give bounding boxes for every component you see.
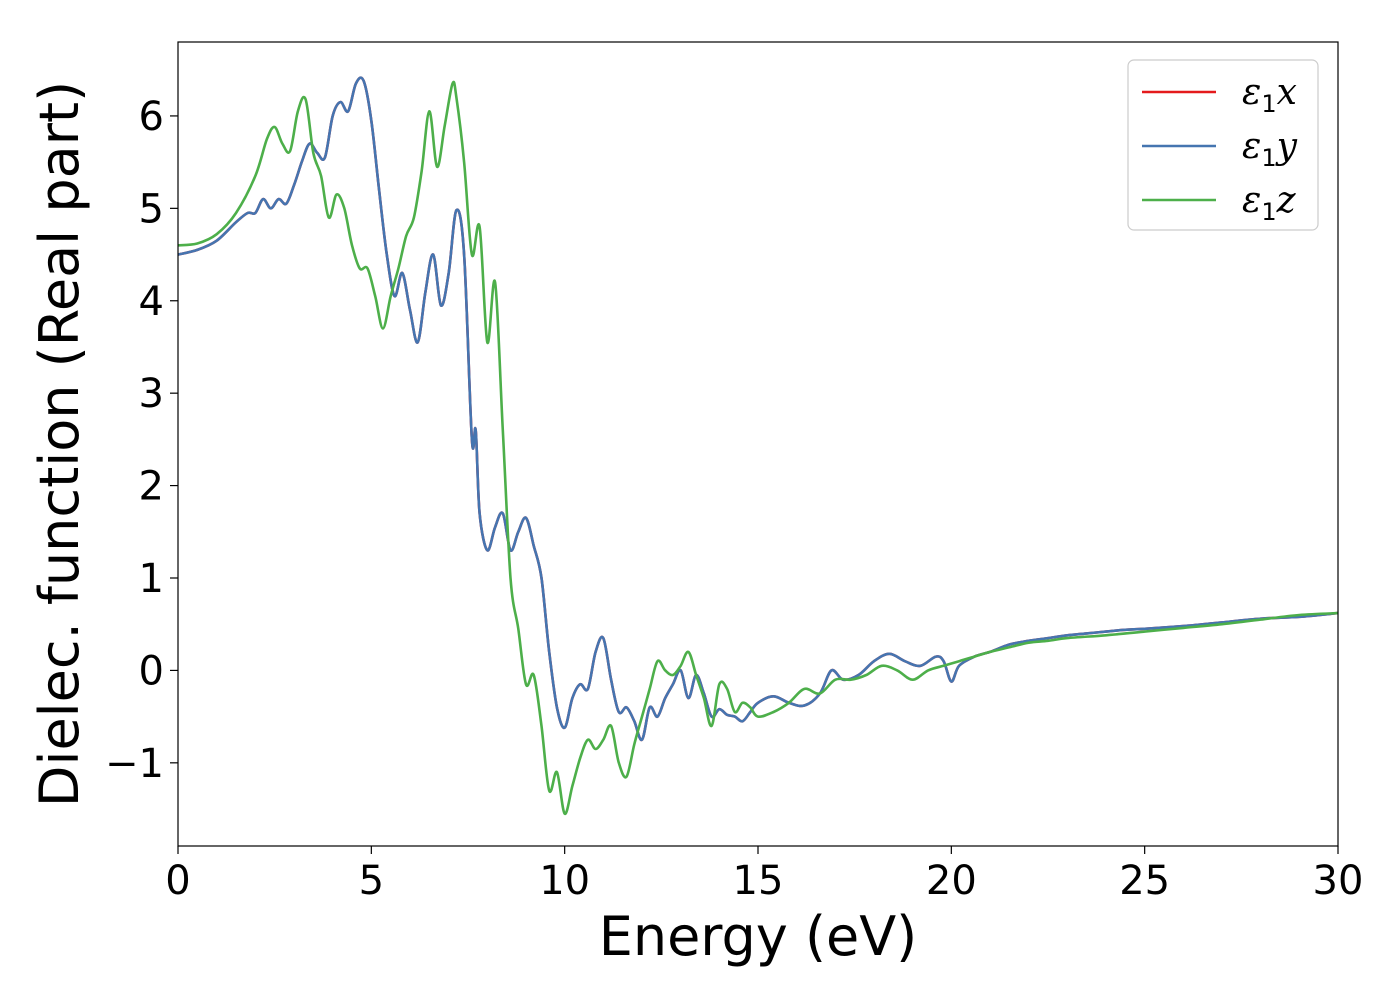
x-tick-label: 0	[165, 858, 190, 904]
y-tick-label: 2	[139, 464, 164, 510]
series-line-y	[177, 76, 1339, 742]
legend-label-z: ε1z	[1242, 180, 1297, 226]
y-tick-label: −1	[105, 741, 164, 787]
y-axis: −1 0 1 2 3 4 5 6	[105, 94, 178, 787]
x-tick-label: 10	[539, 858, 590, 904]
legend-label-x: ε1x	[1242, 72, 1297, 118]
y-tick-label: 1	[139, 556, 164, 602]
x-tick-label: 30	[1313, 858, 1364, 904]
legend-box	[1127, 59, 1319, 231]
legend: ε1x ε1y ε1z	[1127, 59, 1319, 231]
x-tick-label: 15	[733, 858, 784, 904]
y-tick-label: 6	[139, 94, 164, 140]
x-axis-label: Energy (eV)	[599, 905, 918, 968]
x-axis: 0 5 10 15 20 25 30	[165, 846, 1363, 904]
legend-label-y: ε1y	[1242, 126, 1298, 172]
y-tick-label: 4	[139, 279, 164, 325]
x-tick-label: 25	[1119, 858, 1170, 904]
series-layer	[177, 76, 1339, 816]
y-tick-label: 5	[139, 186, 164, 232]
series-line-z	[177, 80, 1339, 816]
y-tick-label: 0	[139, 648, 164, 694]
x-tick-label: 20	[926, 858, 977, 904]
y-tick-label: 3	[139, 371, 164, 417]
y-axis-label: Dielec. function (Real part)	[28, 81, 91, 807]
x-tick-label: 5	[359, 858, 384, 904]
